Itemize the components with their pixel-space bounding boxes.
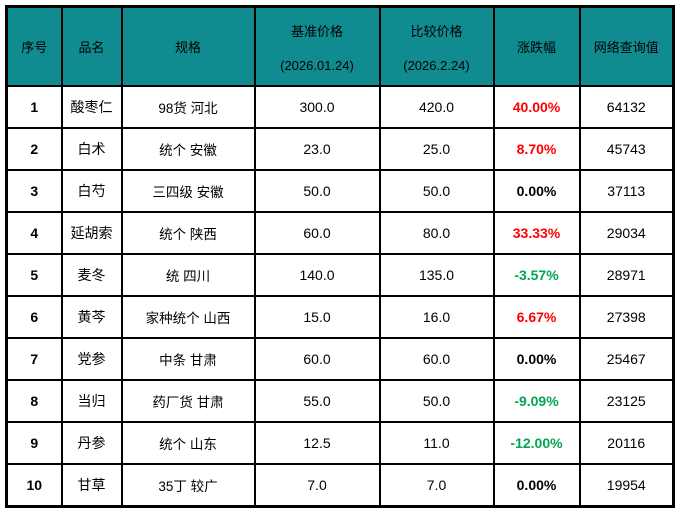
cell-base-price: 300.0 xyxy=(253,85,381,129)
cell-spec: 35丁 较广 xyxy=(120,463,256,508)
cell-spec: 中条 甘肃 xyxy=(120,337,256,381)
cell-base-price: 15.0 xyxy=(253,295,381,339)
cell-query-value: 27398 xyxy=(578,295,675,339)
cell-compare-price: 135.0 xyxy=(378,253,495,297)
header-compare-price-date: (2026.2.24) xyxy=(403,57,470,73)
cell-product-name: 白术 xyxy=(60,127,123,171)
cell-index: 4 xyxy=(5,211,63,255)
header-base-price: 基准价格 (2026.01.24) xyxy=(253,5,381,87)
cell-product-name: 延胡索 xyxy=(60,211,123,255)
header-spec: 规格 xyxy=(120,5,256,87)
cell-spec: 统个 陕西 xyxy=(120,211,256,255)
cell-change-percent: -12.00% xyxy=(492,421,581,465)
table-row: 9 丹参 统个 山东 12.5 11.0 -12.00% 20116 xyxy=(5,421,675,465)
table-row: 5 麦冬 统 四川 140.0 135.0 -3.57% 28971 xyxy=(5,253,675,297)
cell-index: 2 xyxy=(5,127,63,171)
cell-spec: 药厂货 甘肃 xyxy=(120,379,256,423)
cell-spec: 三四级 安徽 xyxy=(120,169,256,213)
cell-product-name: 白芍 xyxy=(60,169,123,213)
cell-base-price: 12.5 xyxy=(253,421,381,465)
cell-index: 1 xyxy=(5,85,63,129)
cell-query-value: 19954 xyxy=(578,463,675,508)
header-index: 序号 xyxy=(5,5,63,87)
cell-spec: 统个 山东 xyxy=(120,421,256,465)
cell-change-percent: 6.67% xyxy=(492,295,581,339)
cell-base-price: 50.0 xyxy=(253,169,381,213)
cell-change-percent: 0.00% xyxy=(492,337,581,381)
table-row: 1 酸枣仁 98货 河北 300.0 420.0 40.00% 64132 xyxy=(5,85,675,129)
cell-compare-price: 50.0 xyxy=(378,379,495,423)
cell-spec: 统个 安徽 xyxy=(120,127,256,171)
cell-query-value: 64132 xyxy=(578,85,675,129)
cell-change-percent: -9.09% xyxy=(492,379,581,423)
cell-index: 9 xyxy=(5,421,63,465)
table-row: 7 党参 中条 甘肃 60.0 60.0 0.00% 25467 xyxy=(5,337,675,381)
cell-base-price: 140.0 xyxy=(253,253,381,297)
table-row: 8 当归 药厂货 甘肃 55.0 50.0 -9.09% 23125 xyxy=(5,379,675,423)
header-base-price-title: 基准价格 xyxy=(290,23,343,39)
cell-change-percent: 40.00% xyxy=(492,85,581,129)
cell-change-percent: 8.70% xyxy=(492,127,581,171)
cell-query-value: 37113 xyxy=(578,169,675,213)
cell-product-name: 甘草 xyxy=(60,463,123,508)
cell-base-price: 23.0 xyxy=(253,127,381,171)
header-compare-price-title: 比较价格 xyxy=(410,23,463,39)
header-compare-price: 比较价格 (2026.2.24) xyxy=(378,5,495,87)
cell-base-price: 55.0 xyxy=(253,379,381,423)
cell-index: 3 xyxy=(5,169,63,213)
table-row: 6 黄芩 家种统个 山西 15.0 16.0 6.67% 27398 xyxy=(5,295,675,339)
table-row: 4 延胡索 统个 陕西 60.0 80.0 33.33% 29034 xyxy=(5,211,675,255)
cell-compare-price: 60.0 xyxy=(378,337,495,381)
cell-product-name: 丹参 xyxy=(60,421,123,465)
cell-compare-price: 25.0 xyxy=(378,127,495,171)
cell-index: 5 xyxy=(5,253,63,297)
cell-spec: 98货 河北 xyxy=(120,85,256,129)
table-row: 2 白术 统个 安徽 23.0 25.0 8.70% 45743 xyxy=(5,127,675,171)
cell-query-value: 28971 xyxy=(578,253,675,297)
cell-change-percent: -3.57% xyxy=(492,253,581,297)
cell-index: 10 xyxy=(5,463,63,508)
cell-product-name: 黄芩 xyxy=(60,295,123,339)
header-row: 序号 品名 规格 基准价格 (2026.01.24) 比较价格 (2026.2.… xyxy=(5,5,675,87)
cell-query-value: 25467 xyxy=(578,337,675,381)
cell-index: 7 xyxy=(5,337,63,381)
cell-query-value: 29034 xyxy=(578,211,675,255)
cell-index: 8 xyxy=(5,379,63,423)
header-product-name: 品名 xyxy=(60,5,123,87)
cell-product-name: 当归 xyxy=(60,379,123,423)
cell-base-price: 60.0 xyxy=(253,211,381,255)
cell-spec: 统 四川 xyxy=(120,253,256,297)
header-query-value: 网络查询值 xyxy=(578,5,675,87)
cell-spec: 家种统个 山西 xyxy=(120,295,256,339)
header-change-percent: 涨跌幅 xyxy=(492,5,581,87)
cell-base-price: 7.0 xyxy=(253,463,381,508)
cell-change-percent: 0.00% xyxy=(492,169,581,213)
cell-compare-price: 7.0 xyxy=(378,463,495,508)
cell-compare-price: 11.0 xyxy=(378,421,495,465)
price-comparison-table: 序号 品名 规格 基准价格 (2026.01.24) 比较价格 (2026.2.… xyxy=(5,5,675,508)
cell-query-value: 23125 xyxy=(578,379,675,423)
cell-base-price: 60.0 xyxy=(253,337,381,381)
table-row: 10 甘草 35丁 较广 7.0 7.0 0.00% 19954 xyxy=(5,463,675,508)
cell-compare-price: 16.0 xyxy=(378,295,495,339)
cell-index: 6 xyxy=(5,295,63,339)
cell-compare-price: 50.0 xyxy=(378,169,495,213)
cell-product-name: 酸枣仁 xyxy=(60,85,123,129)
cell-query-value: 45743 xyxy=(578,127,675,171)
cell-change-percent: 0.00% xyxy=(492,463,581,508)
cell-query-value: 20116 xyxy=(578,421,675,465)
cell-product-name: 党参 xyxy=(60,337,123,381)
cell-product-name: 麦冬 xyxy=(60,253,123,297)
cell-compare-price: 420.0 xyxy=(378,85,495,129)
cell-compare-price: 80.0 xyxy=(378,211,495,255)
table-row: 3 白芍 三四级 安徽 50.0 50.0 0.00% 37113 xyxy=(5,169,675,213)
header-base-price-date: (2026.01.24) xyxy=(280,57,354,73)
cell-change-percent: 33.33% xyxy=(492,211,581,255)
